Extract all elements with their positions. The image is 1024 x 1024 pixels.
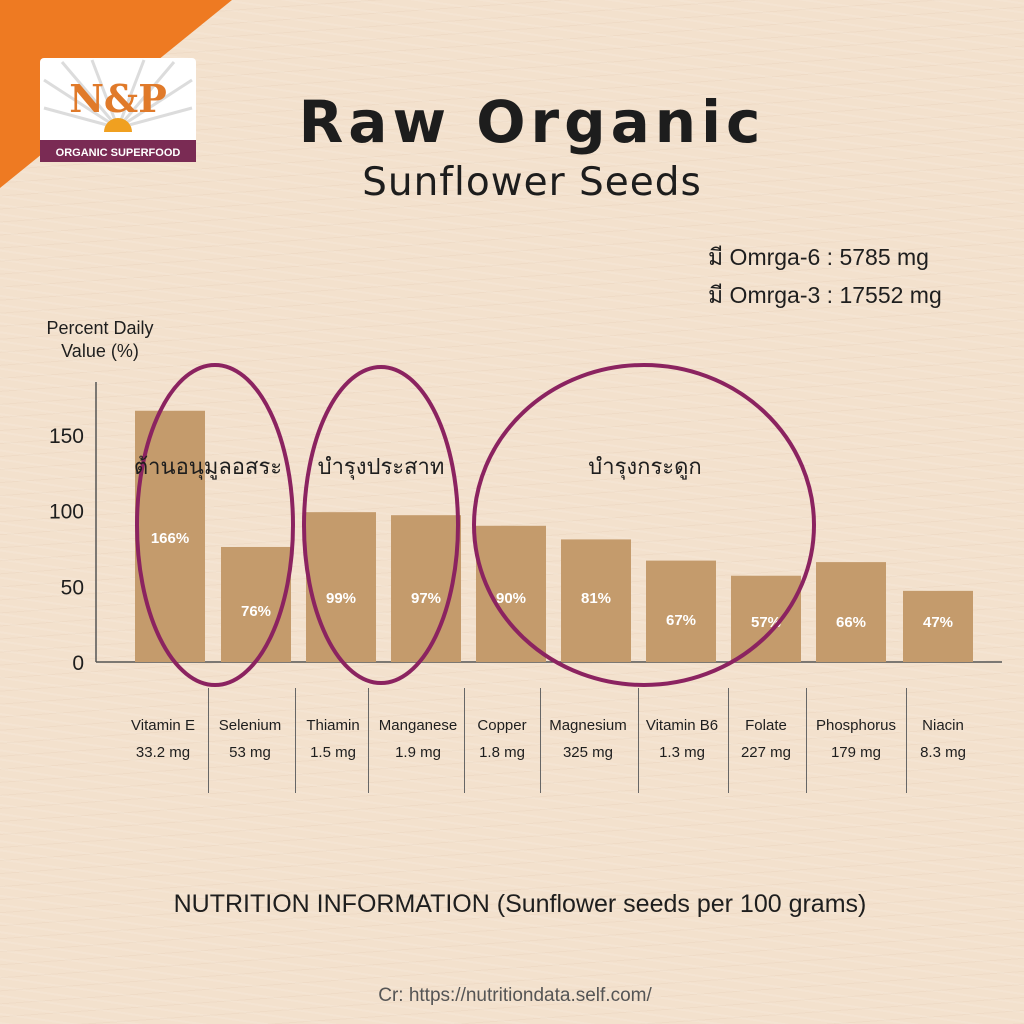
page-subtitle: Sunflower Seeds xyxy=(362,160,702,205)
nutrient-label: Niacin 8.3 mg xyxy=(910,712,976,792)
y-tick-label: 50 xyxy=(61,576,84,599)
nutrient-amount: 1.8 mg xyxy=(479,744,525,761)
source-credit: Cr: https://nutritiondata.self.com/ xyxy=(378,985,652,1006)
nutrient-label: Manganese 1.9 mg xyxy=(370,712,466,792)
nutrient-amount: 8.3 mg xyxy=(920,744,966,761)
nutrient-label: Vitamin B6 1.3 mg xyxy=(637,712,727,792)
y-tick-label: 0 xyxy=(72,652,84,675)
bar-value-label: 66% xyxy=(836,614,866,631)
nutrient-amount: 33.2 mg xyxy=(135,744,191,761)
group-circle-nerves xyxy=(302,365,460,685)
nutrient-amount: 325 mg xyxy=(562,744,614,761)
bar-thiamin xyxy=(306,512,376,662)
nutrient-label: Copper 1.8 mg xyxy=(464,712,540,792)
bar-value-label: 166% xyxy=(151,530,189,547)
nutrient-label: Selenium 53 mg xyxy=(207,712,293,792)
y-tick-label: 100 xyxy=(49,501,84,524)
bar-manganese xyxy=(391,515,461,662)
bar-value-label: 76% xyxy=(241,603,271,620)
nutrient-amount: 1.3 mg xyxy=(659,744,705,761)
nutrient-amount: 53 mg xyxy=(229,744,271,761)
omega3-label: มี Omrga-3 : 17552 mg xyxy=(708,282,942,308)
bar-value-label: 67% xyxy=(666,612,696,629)
column-divider xyxy=(806,688,807,793)
nutrient-name: Selenium xyxy=(218,717,282,734)
column-divider xyxy=(368,688,369,793)
bar-vitamin-b6 xyxy=(646,560,716,662)
bar-value-label: 47% xyxy=(923,614,953,631)
nutrient-label: Magnesium 325 mg xyxy=(540,712,636,792)
group-label-nerves: บำรุงประสาท xyxy=(318,455,445,480)
nutrient-name: Niacin xyxy=(922,717,964,734)
nutrient-name: Magnesium xyxy=(549,717,627,734)
omega6-label: มี Omrga-6 : 5785 mg xyxy=(708,244,929,270)
nutrient-amount: 1.5 mg xyxy=(310,744,356,761)
nutrient-name: Copper xyxy=(477,717,527,734)
nutrient-name: Folate xyxy=(745,717,787,734)
nutrient-amount: 179 mg xyxy=(830,744,882,761)
y-axis-label: Percent Daily Value (%) xyxy=(46,318,154,361)
group-circle-bones xyxy=(472,363,816,687)
nutrient-label: Thiamin 1.5 mg xyxy=(297,712,369,792)
bar-magnesium xyxy=(561,539,631,662)
y-tick-label: 150 xyxy=(49,425,84,448)
column-divider xyxy=(208,688,209,793)
bar-copper xyxy=(476,525,546,662)
brand-tagline: ORGANIC SUPERFOOD xyxy=(56,147,181,159)
brand-name: N&P xyxy=(69,76,167,121)
nutrition-info-title: NUTRITION INFORMATION (Sunflower seeds p… xyxy=(173,890,867,918)
bar-value-label: 81% xyxy=(581,590,611,607)
bar-phosphorus xyxy=(816,562,886,662)
column-divider xyxy=(906,688,907,793)
column-divider xyxy=(464,688,465,793)
bar-value-label: 97% xyxy=(411,590,441,607)
nutrient-name: Thiamin xyxy=(306,717,360,734)
bar-selenium xyxy=(221,546,291,662)
bar-folate xyxy=(731,575,801,662)
group-circle-antioxidant xyxy=(135,363,295,687)
brand-logo: N&P ORGANIC SUPERFOOD xyxy=(40,58,196,162)
bar-value-label: 99% xyxy=(326,590,356,607)
bar-niacin xyxy=(903,590,973,662)
bar-value-label: 90% xyxy=(496,590,526,607)
nutrient-amount: 227 mg xyxy=(740,744,792,761)
group-label-antioxidant: ต้านอนุมูลอสระ xyxy=(134,455,282,480)
column-divider xyxy=(540,688,541,793)
nutrient-name: Vitamin E xyxy=(131,717,195,734)
nutrient-name: Manganese xyxy=(378,717,458,734)
group-label-bones: บำรุงกระดูก xyxy=(588,455,701,480)
nutrient-name: Vitamin B6 xyxy=(645,717,719,734)
nutrient-name: Phosphorus xyxy=(815,717,897,734)
nutrient-label: Vitamin E 33.2 mg xyxy=(118,712,208,792)
nutrient-label: Phosphorus 179 mg xyxy=(807,712,905,792)
nutrient-label: Folate 227 mg xyxy=(731,712,801,792)
column-divider xyxy=(295,688,296,793)
nutrient-amount: 1.9 mg xyxy=(395,744,441,761)
column-divider xyxy=(638,688,639,793)
page-title: Raw Organic xyxy=(298,88,766,156)
column-divider xyxy=(728,688,729,793)
